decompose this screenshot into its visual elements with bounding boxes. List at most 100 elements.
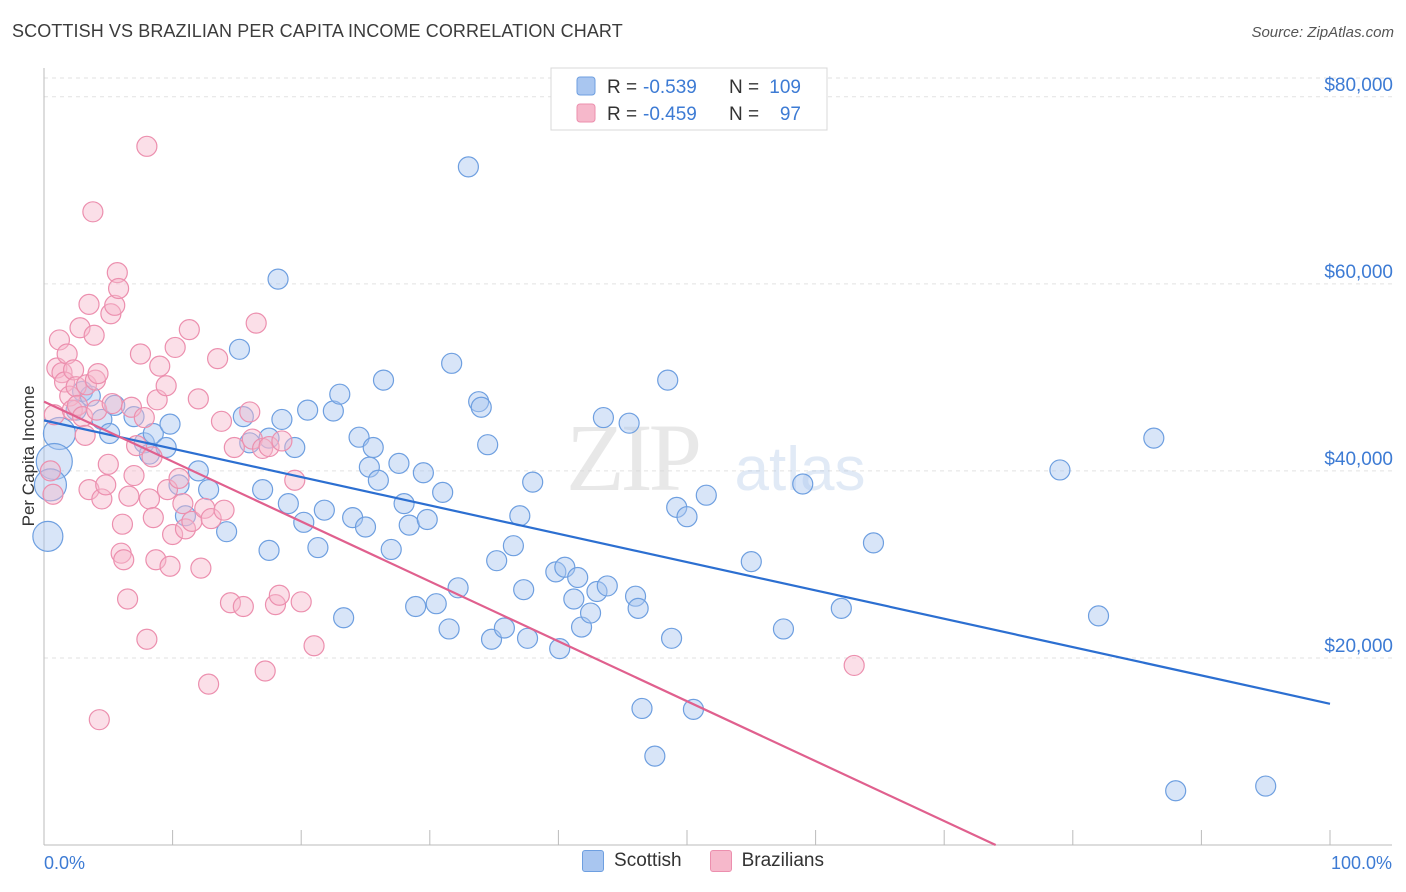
legend-item-scottish: Scottish <box>582 850 682 872</box>
x-ticks <box>43 830 1331 845</box>
brazilian-point <box>56 343 78 365</box>
brazilian-point <box>106 262 128 284</box>
chart-title: SCOTTISH VS BRAZILIAN PER CAPITA INCOME … <box>12 21 623 41</box>
brazilian-point <box>164 336 186 359</box>
watermark-atlas: atlas <box>735 435 866 504</box>
scottish-point <box>441 352 463 374</box>
legend-r-label-brazilian: R = <box>607 104 637 125</box>
scottish-point <box>425 593 447 615</box>
legend-label-brazilians: Brazilians <box>741 850 824 871</box>
brazilian-points <box>39 135 865 731</box>
brazilian-trend-line <box>43 400 997 846</box>
scottish-point <box>618 412 640 434</box>
scottish-point <box>579 602 602 624</box>
brazilian-point <box>168 467 190 489</box>
scottish-point <box>412 462 434 484</box>
scottish-point <box>695 484 717 506</box>
scottish-point <box>627 597 649 619</box>
brazilian-point <box>82 201 104 223</box>
scottish-point <box>405 595 427 618</box>
scottish-point <box>362 436 384 459</box>
brazilian-point <box>87 363 109 385</box>
scottish-point <box>1087 605 1110 627</box>
scottish-point <box>567 566 589 589</box>
scottish-point <box>513 579 535 601</box>
scottish-point <box>32 520 64 552</box>
brazilian-point <box>97 453 119 475</box>
brazilian-point <box>843 654 865 677</box>
brazilian-point <box>129 343 152 365</box>
scottish-point <box>468 391 490 413</box>
scottish-point <box>159 413 181 435</box>
brazilian-point <box>53 371 76 393</box>
brazilian-point <box>155 375 177 397</box>
scottish-point <box>592 406 615 429</box>
scottish-point <box>470 396 492 418</box>
brazilian-point <box>95 474 117 496</box>
scottish-point <box>388 452 410 474</box>
scottish-point <box>258 539 280 561</box>
brazilian-point <box>303 635 325 657</box>
brazilian-point <box>145 549 167 571</box>
brazilian-point <box>39 460 62 482</box>
scottish-point <box>267 268 289 290</box>
scottish-point <box>631 697 653 720</box>
brazilian-point <box>62 359 85 381</box>
legend-swatch-brazilian <box>576 103 596 123</box>
brazilian-point <box>207 348 229 370</box>
legend-r-value-brazilian: -0.459 <box>643 104 697 125</box>
scottish-point <box>563 588 585 610</box>
scottish-point <box>516 627 539 649</box>
brazilian-point <box>42 483 64 505</box>
scottish-point <box>438 618 460 640</box>
legend-n-value-scottish: 109 <box>769 77 801 98</box>
brazilian-point <box>116 588 139 610</box>
scottish-points <box>32 156 1277 802</box>
axes <box>43 68 1392 846</box>
scottish-point <box>333 607 355 629</box>
brazilian-point <box>232 595 254 618</box>
scottish-point <box>258 427 280 449</box>
scottish-point <box>586 580 608 603</box>
brazilian-point <box>159 555 181 577</box>
brazilian-point <box>258 435 280 458</box>
scottish-point <box>307 536 329 559</box>
brazilian-point <box>133 406 155 429</box>
scottish-point <box>792 473 814 495</box>
brazilian-point <box>219 592 242 614</box>
scottish-trend-line <box>43 419 1331 705</box>
brazilian-point <box>104 294 126 316</box>
legend-box <box>550 67 828 131</box>
scottish-point <box>416 508 438 531</box>
scottish-point <box>354 516 377 538</box>
watermark-zip: ZIP <box>566 404 699 511</box>
brazilian-point <box>107 277 130 300</box>
scottish-point <box>228 338 251 360</box>
scottish-point <box>1049 459 1071 481</box>
scottish-point <box>322 400 344 422</box>
scottish-point <box>660 627 683 649</box>
scottish-point <box>372 369 395 391</box>
scottish-point <box>271 408 293 431</box>
brazilian-point <box>149 355 171 377</box>
x-tick-label-max: 100.0% <box>1331 853 1392 873</box>
y-tick-label: $20,000 <box>1324 636 1393 657</box>
scottish-point <box>457 156 479 178</box>
brazilian-point <box>162 523 184 546</box>
y-axis-title: Per Capita Income <box>19 386 38 527</box>
scottish-point <box>216 521 238 543</box>
brazilian-point <box>245 312 267 334</box>
scottish-point <box>367 469 389 491</box>
legend-item-brazilians: Brazilians <box>709 850 824 872</box>
legend-n-label-brazilian: N = <box>729 104 759 125</box>
legend-label-scottish: Scottish <box>614 850 682 871</box>
brazilian-point <box>156 478 179 501</box>
scottish-point <box>676 506 698 528</box>
brazilian-point <box>223 436 245 459</box>
scottish-point <box>329 383 351 405</box>
legend-swatch-scottish <box>576 76 596 96</box>
brazilian-point <box>271 430 293 452</box>
legend-bottom: Scottish Brazilians <box>0 850 1406 872</box>
brazilian-point <box>200 507 222 530</box>
